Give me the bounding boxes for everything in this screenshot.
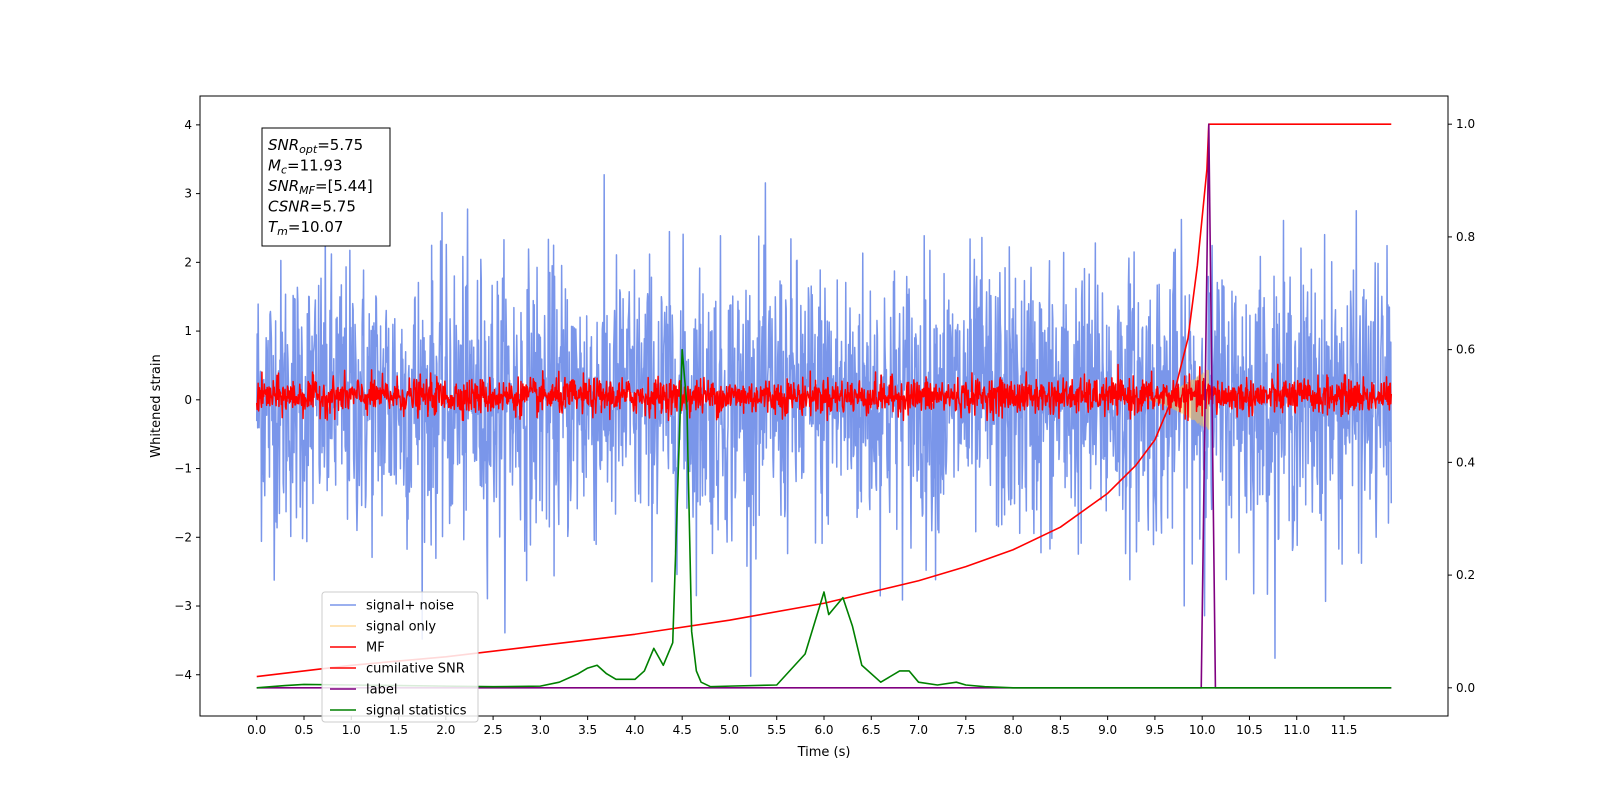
y-tick-label-left: −3 [174,599,192,613]
x-tick-label: 10.5 [1236,723,1263,737]
plot-series [255,123,1393,689]
y-tick-label-left: 4 [184,118,192,132]
y-tick-label-left: −4 [174,668,192,682]
x-tick-label: 5.5 [767,723,786,737]
x-tick-label: 5.0 [720,723,739,737]
x-axis-label: Time (s) [797,745,851,760]
x-tick-label: 6.5 [862,723,881,737]
x-tick-label: 1.0 [342,723,361,737]
x-tick-label: 9.5 [1145,723,1164,737]
x-tick-label: 7.5 [956,723,975,737]
x-tick-label: 3.5 [578,723,597,737]
legend-label-signal-noise: signal+ noise [366,599,454,614]
x-tick-label: 6.0 [814,723,833,737]
x-tick-label: 3.0 [531,723,550,737]
legend-label-cumilative-snr: cumilative SNR [366,662,465,677]
y-tick-label-left: 1 [184,324,192,338]
x-tick-label: 4.5 [673,723,692,737]
y-tick-label-right: 0.0 [1456,681,1475,695]
series-cumilative-snr [256,123,1392,678]
legend-frame [321,591,479,723]
x-tick-label: 4.0 [625,723,644,737]
y-tick-label-right: 0.8 [1456,230,1475,244]
x-tick-label: 9.0 [1098,723,1117,737]
x-tick-label: 11.0 [1283,723,1310,737]
y-tick-label-left: −2 [174,530,192,544]
legend-label-signal-statistics: signal statistics [366,704,467,719]
y-tick-label-right: 0.6 [1456,343,1475,357]
x-tick-label: 2.0 [436,723,455,737]
annotation-box: SNRopt=5.75Mc=11.93SNRMF=[5.44]CSNR=5.75… [261,127,391,247]
y-tick-label-right: 0.2 [1456,568,1475,582]
annotation-line: Tm=10.07 [268,218,343,238]
annotation-line: SNRopt=5.75 [268,136,363,156]
annotation-line: SNRMF=[5.44] [268,177,373,197]
legend-label-mf: MF [366,641,385,656]
annotation-frame [261,127,391,247]
legend: signal+ noise signal only MF cumilative SNR… [321,591,479,723]
legend-label-signal-only: signal only [366,620,436,635]
y-tick-label-right: 1.0 [1456,117,1475,131]
y-axis-label: Whitened strain [149,354,164,457]
x-tick-label: 2.5 [484,723,503,737]
series-mf [255,363,1393,422]
series-signal-noise [255,173,1393,677]
x-tick-label: 0.0 [247,723,266,737]
x-tick-label: 10.0 [1189,723,1216,737]
x-tick-label: 0.5 [294,723,313,737]
x-tick-label: 8.0 [1004,723,1023,737]
y-tick-label-left: 3 [184,187,192,201]
x-tick-label: 8.5 [1051,723,1070,737]
y-tick-label-left: 0 [184,393,192,407]
x-tick-label: 1.5 [389,723,408,737]
axes: 0.0 0.5 1.0 1.5 2.0 2.5 3.0 3.5 4.0 4.5 5.0 5.5 6.0 6… [174,117,1475,737]
x-tick-label: 7.0 [909,723,928,737]
annotation-line: CSNR=5.75 [268,198,356,216]
annotation-line: Mc=11.93 [268,157,343,177]
series-signal-statistics [256,348,1392,689]
x-tick-label: 11.5 [1331,723,1358,737]
y-tick-label-left: 2 [184,255,192,269]
y-tick-label-right: 0.4 [1456,455,1475,469]
y-tick-label-left: −1 [174,462,192,476]
legend-label-label: label [366,683,397,698]
